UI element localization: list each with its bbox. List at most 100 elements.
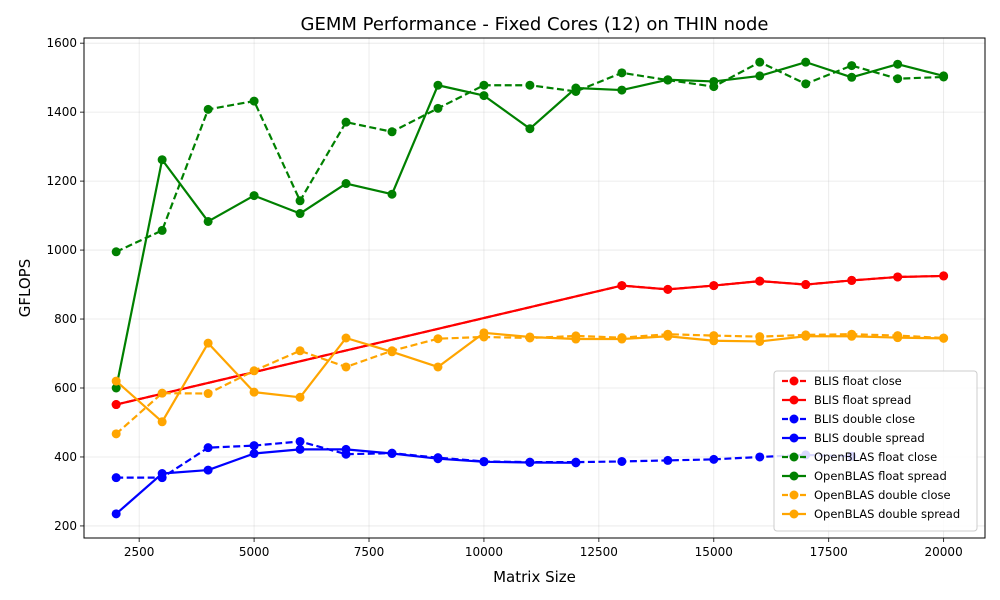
- x-tick-label: 12500: [580, 545, 618, 559]
- x-tick-label: 20000: [925, 545, 963, 559]
- data-point: [433, 454, 443, 464]
- data-point: [203, 216, 213, 226]
- data-point: [663, 455, 673, 465]
- data-point: [111, 400, 121, 410]
- x-tick-label: 10000: [465, 545, 503, 559]
- data-point: [939, 71, 949, 81]
- data-point: [203, 465, 213, 475]
- data-point: [801, 79, 811, 89]
- data-point: [893, 59, 903, 69]
- x-tick-label: 17500: [810, 545, 848, 559]
- data-point: [939, 271, 949, 281]
- data-point: [433, 362, 443, 372]
- data-point: [341, 179, 351, 189]
- legend-label: BLIS float close: [814, 374, 902, 388]
- data-point: [341, 117, 351, 127]
- data-point: [525, 80, 535, 90]
- legend-marker: [789, 490, 799, 500]
- data-point: [525, 332, 535, 342]
- y-axis-title: GFLOPS: [16, 259, 34, 317]
- legend-label: OpenBLAS double spread: [814, 507, 960, 521]
- legend-item: OpenBLAS float spread: [782, 469, 947, 483]
- series-blis-double-spread: [111, 444, 581, 519]
- data-point: [433, 334, 443, 344]
- data-point: [295, 436, 305, 446]
- data-point: [111, 509, 121, 519]
- data-point: [801, 57, 811, 67]
- data-point: [755, 276, 765, 286]
- data-point: [433, 103, 443, 113]
- data-point: [249, 191, 259, 201]
- data-point: [801, 280, 811, 290]
- data-point: [249, 96, 259, 106]
- legend-item: BLIS float close: [782, 374, 902, 388]
- series-blis-float-spread: [111, 271, 949, 410]
- data-point: [479, 457, 489, 467]
- legend-item: OpenBLAS double spread: [782, 507, 960, 521]
- data-point: [847, 275, 857, 285]
- data-point: [479, 328, 489, 338]
- y-tick-label: 1200: [46, 174, 77, 188]
- y-tick-label: 600: [54, 381, 77, 395]
- data-point: [157, 417, 167, 427]
- legend-label: OpenBLAS float close: [814, 450, 937, 464]
- data-point: [295, 209, 305, 219]
- data-point: [249, 366, 259, 376]
- legend-item: OpenBLAS float close: [782, 450, 937, 464]
- data-point: [433, 80, 443, 90]
- data-point: [571, 334, 581, 344]
- data-point: [295, 392, 305, 402]
- data-point: [111, 383, 121, 393]
- legend-label: BLIS double spread: [814, 431, 925, 445]
- data-point: [249, 387, 259, 397]
- x-axis-title: Matrix Size: [493, 568, 576, 586]
- legend-marker: [789, 414, 799, 424]
- data-point: [387, 127, 397, 137]
- data-point: [111, 247, 121, 257]
- data-point: [341, 362, 351, 372]
- data-point: [617, 68, 627, 78]
- legend-marker: [789, 395, 799, 405]
- y-tick-label: 200: [54, 519, 77, 533]
- series-openblas-double-spread: [111, 328, 949, 427]
- data-point: [479, 80, 489, 90]
- legend-item: BLIS float spread: [782, 393, 911, 407]
- data-point: [571, 83, 581, 93]
- y-tick-label: 800: [54, 312, 77, 326]
- legend-label: OpenBLAS float spread: [814, 469, 947, 483]
- data-point: [387, 189, 397, 199]
- data-point: [249, 441, 259, 451]
- legend-marker: [789, 452, 799, 462]
- data-point: [893, 74, 903, 84]
- axes: 2500 5000 7500 10000 12500 15000 17500 20000 200…: [46, 36, 962, 559]
- data-point: [525, 457, 535, 467]
- y-tick-label: 1400: [46, 105, 77, 119]
- x-tick-label: 15000: [695, 545, 733, 559]
- data-point: [111, 429, 121, 439]
- data-point: [387, 449, 397, 459]
- data-point: [755, 57, 765, 67]
- data-point: [203, 389, 213, 399]
- data-point: [203, 104, 213, 114]
- data-point: [755, 336, 765, 346]
- data-point: [111, 473, 121, 483]
- data-point: [295, 196, 305, 206]
- legend-label: BLIS double close: [814, 412, 915, 426]
- data-point: [617, 281, 627, 291]
- data-point: [709, 454, 719, 464]
- legend: BLIS float close BLIS float spread BLIS do…: [773, 370, 978, 532]
- data-point: [847, 331, 857, 341]
- data-point: [663, 284, 673, 294]
- data-point: [157, 155, 167, 165]
- y-tick-label: 1000: [46, 243, 77, 257]
- legend-marker: [789, 471, 799, 481]
- data-point: [893, 333, 903, 343]
- legend-label: BLIS float spread: [814, 393, 911, 407]
- data-point: [617, 456, 627, 466]
- data-point: [341, 333, 351, 343]
- data-point: [939, 333, 949, 343]
- data-point: [479, 91, 489, 101]
- data-point: [801, 331, 811, 341]
